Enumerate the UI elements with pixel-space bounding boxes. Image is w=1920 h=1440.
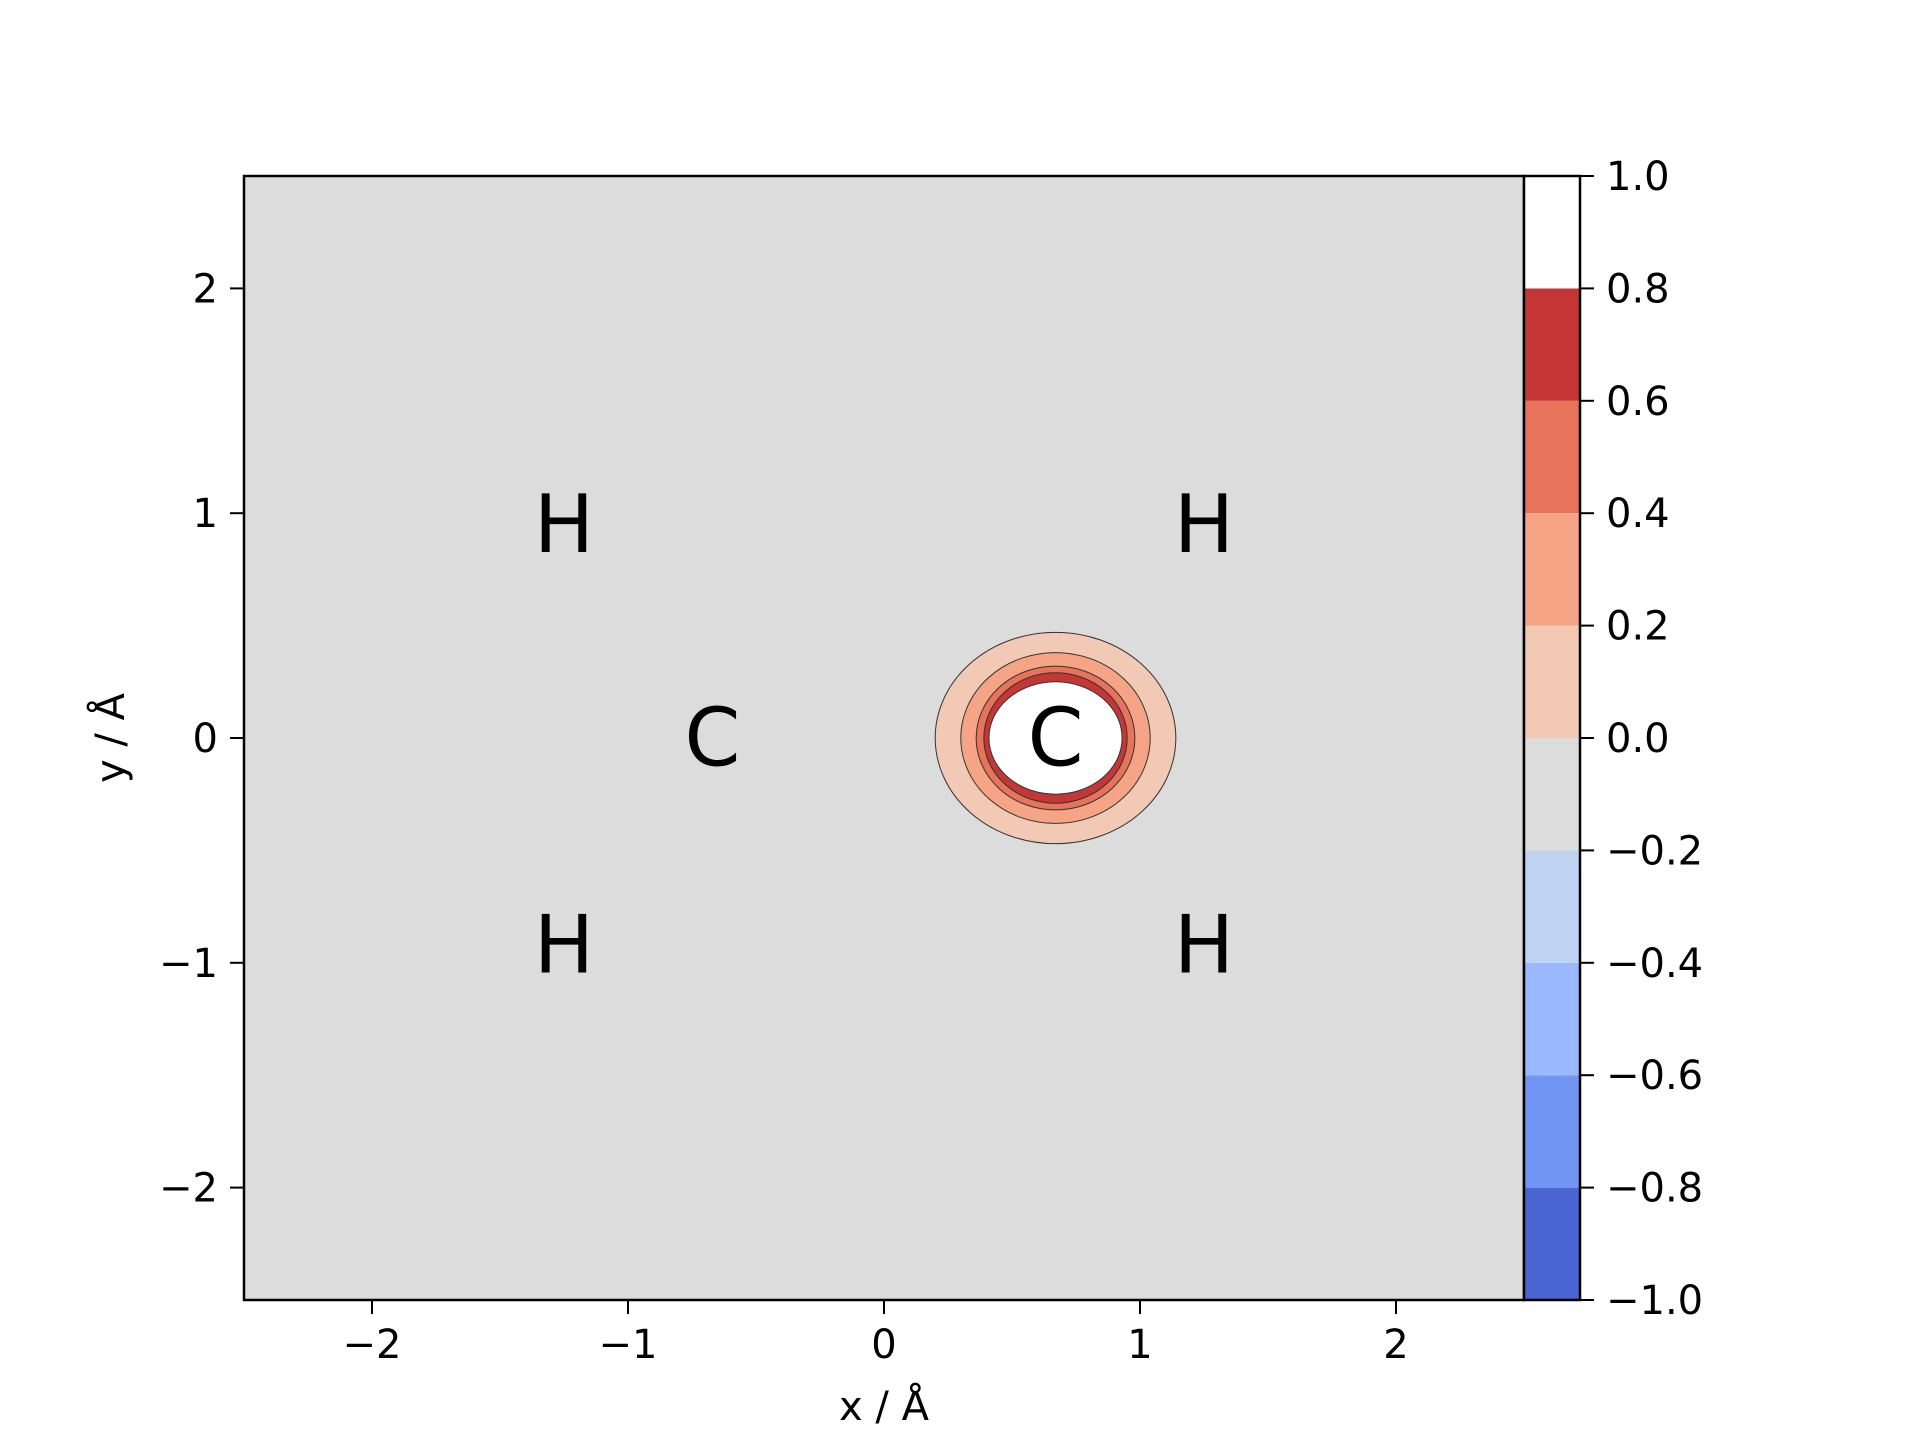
annotation-group: H H C C H H [534, 478, 1234, 991]
y-tick-label: 0 [193, 716, 218, 762]
colorbar-band [1524, 288, 1580, 401]
x-tick-label: −1 [599, 1322, 658, 1368]
colorbar-tick-label: −0.4 [1606, 941, 1703, 987]
colorbar: −1.0 −0.8 −0.6 −0.4 −0.2 0.0 0.2 0.4 0.6 0.8 1.0 [1522, 154, 1703, 1324]
x-tick-label: 1 [1127, 1322, 1152, 1368]
colorbar-band [1524, 400, 1580, 514]
plot-background [244, 176, 1524, 1300]
colorbar-band [1524, 1075, 1580, 1188]
colorbar-band [1524, 850, 1580, 963]
colorbar-band [1524, 962, 1580, 1076]
colorbar-band [1524, 738, 1580, 851]
x-axis: −2 −1 0 1 2 [343, 1300, 1409, 1368]
contour-level-4 [988, 681, 1123, 795]
x-tick-label: −2 [343, 1322, 402, 1368]
x-tick-label: 0 [871, 1322, 896, 1368]
colorbar-tick-label: 0.2 [1606, 604, 1670, 650]
contour-group [934, 631, 1177, 845]
atom-label-h-0: H [534, 478, 594, 571]
atom-label-c-3: C [1028, 692, 1084, 785]
colorbar-band [1524, 176, 1580, 289]
colorbar-tick-label: −0.2 [1606, 828, 1703, 874]
y-tick-label: −2 [159, 1166, 218, 1212]
colorbar-tick-label: −1.0 [1606, 1278, 1703, 1324]
atom-label-c-2: C [685, 692, 741, 785]
colorbar-band [1524, 1187, 1580, 1300]
y-axis: −2 −1 0 1 2 [159, 266, 244, 1212]
colorbar-tick-label: 0.4 [1606, 491, 1670, 537]
x-axis-label: x / Å [839, 1382, 930, 1430]
colorbar-tick-label: −0.8 [1606, 1166, 1703, 1212]
colorbar-tick-label: −0.6 [1606, 1053, 1703, 1099]
y-tick-label: −1 [159, 941, 218, 987]
y-tick-label: 1 [193, 491, 218, 537]
colorbar-band [1524, 513, 1580, 626]
atom-label-h-4: H [534, 898, 594, 991]
x-tick-label: 2 [1383, 1322, 1408, 1368]
y-tick-label: 2 [193, 266, 218, 312]
atom-label-h-1: H [1174, 478, 1234, 571]
atom-label-h-5: H [1174, 898, 1234, 991]
colorbar-tick-label: 0.0 [1606, 716, 1670, 762]
colorbar-tick-label: 0.6 [1606, 379, 1670, 425]
colorbar-band [1524, 625, 1580, 738]
plot-area: H H C C H H [242, 174, 1526, 1302]
colorbar-tick-label: 1.0 [1606, 154, 1670, 200]
y-axis-label: y / Å [86, 692, 134, 783]
colorbar-tick-label: 0.8 [1606, 266, 1670, 312]
